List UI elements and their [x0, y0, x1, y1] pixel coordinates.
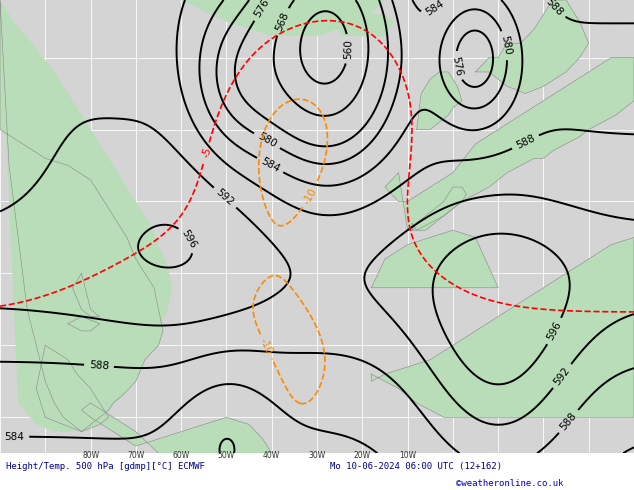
- Text: 80W: 80W: [82, 451, 99, 460]
- Polygon shape: [36, 345, 108, 432]
- Text: 588: 588: [544, 0, 565, 18]
- Polygon shape: [476, 0, 589, 94]
- Text: 584: 584: [424, 0, 446, 18]
- Text: 560: 560: [343, 39, 354, 59]
- Text: 592: 592: [552, 365, 572, 387]
- Text: 596: 596: [179, 228, 198, 250]
- Text: -10: -10: [258, 337, 275, 356]
- Text: 588: 588: [514, 133, 536, 151]
- Text: 30W: 30W: [308, 451, 326, 460]
- Text: 588: 588: [559, 411, 579, 432]
- Text: -10: -10: [301, 186, 318, 206]
- Text: 40W: 40W: [263, 451, 280, 460]
- Text: 60W: 60W: [172, 451, 190, 460]
- Text: 596: 596: [545, 320, 564, 343]
- Polygon shape: [181, 0, 385, 36]
- Text: 592: 592: [214, 187, 236, 208]
- Text: Height/Temp. 500 hPa [gdmp][°C] ECMWF: Height/Temp. 500 hPa [gdmp][°C] ECMWF: [6, 463, 205, 471]
- Text: Mo 10-06-2024 06:00 UTC (12+162): Mo 10-06-2024 06:00 UTC (12+162): [330, 463, 501, 471]
- Polygon shape: [412, 187, 467, 230]
- Polygon shape: [72, 273, 100, 317]
- Text: 580: 580: [256, 131, 278, 150]
- Text: 588: 588: [89, 360, 109, 371]
- Text: 584: 584: [4, 432, 24, 441]
- Text: 70W: 70W: [127, 451, 145, 460]
- Text: 50W: 50W: [218, 451, 235, 460]
- Polygon shape: [372, 238, 634, 417]
- Text: 20W: 20W: [354, 451, 371, 460]
- Polygon shape: [0, 0, 163, 432]
- Polygon shape: [372, 230, 498, 288]
- Polygon shape: [340, 14, 394, 36]
- Text: 580: 580: [499, 35, 512, 56]
- Text: 576: 576: [252, 0, 271, 19]
- Polygon shape: [0, 0, 172, 432]
- Polygon shape: [385, 57, 634, 230]
- Text: 576: 576: [450, 55, 463, 76]
- Text: 568: 568: [274, 10, 290, 33]
- Text: 10W: 10W: [399, 451, 416, 460]
- Polygon shape: [417, 72, 462, 129]
- Text: 584: 584: [259, 156, 281, 174]
- Polygon shape: [68, 317, 100, 331]
- Text: ©weatheronline.co.uk: ©weatheronline.co.uk: [456, 479, 564, 488]
- Polygon shape: [113, 338, 145, 360]
- Text: -5: -5: [200, 146, 213, 159]
- Polygon shape: [82, 403, 272, 453]
